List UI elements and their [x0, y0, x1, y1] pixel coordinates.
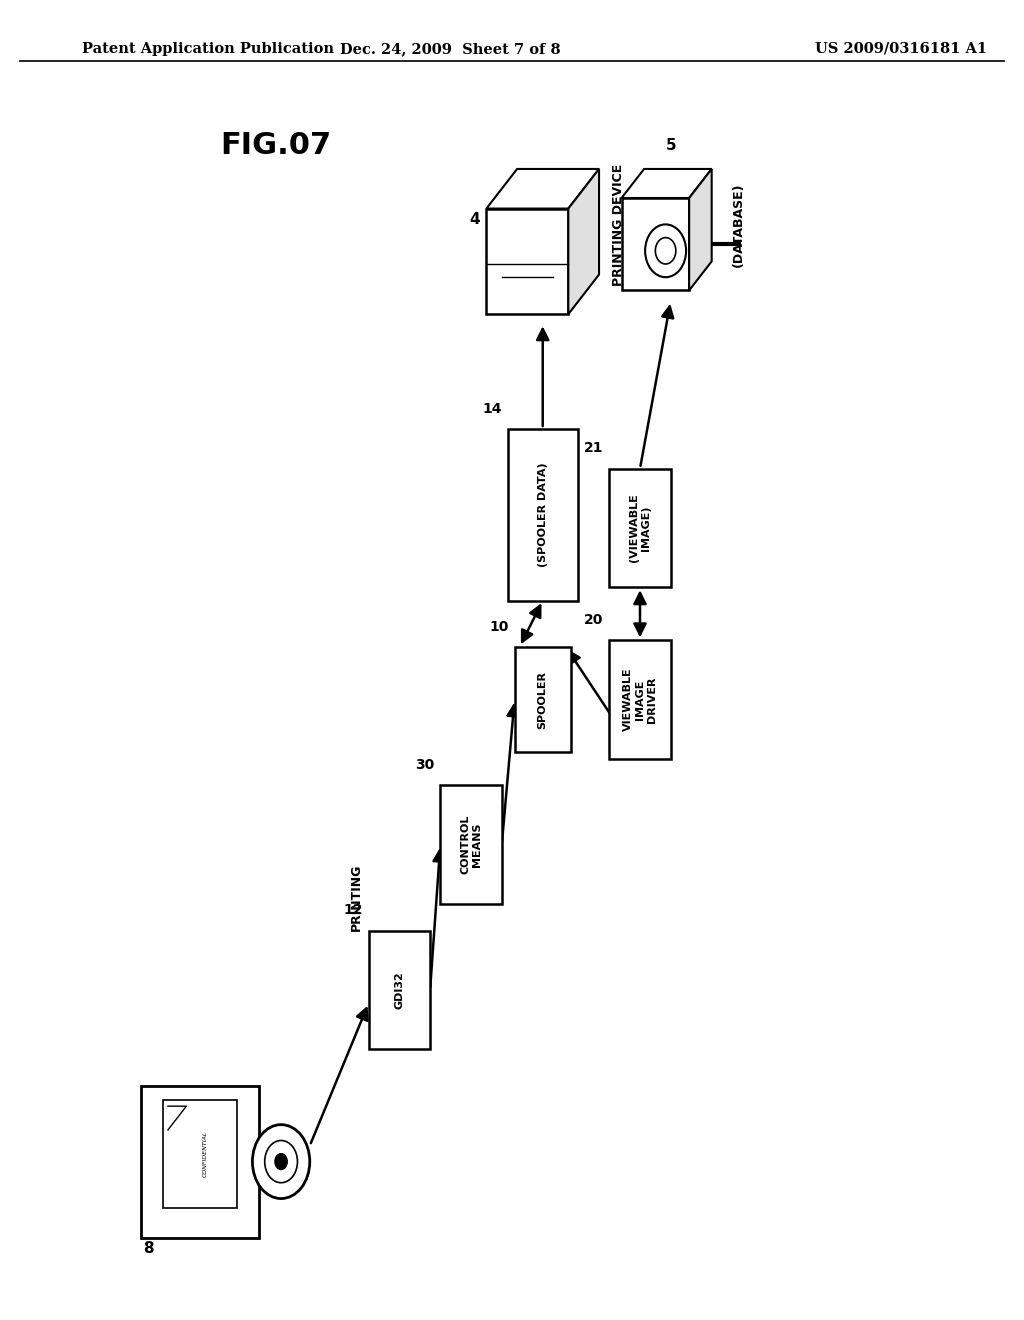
- Circle shape: [645, 224, 686, 277]
- Text: FIG.07: FIG.07: [220, 131, 332, 160]
- Text: US 2009/0316181 A1: US 2009/0316181 A1: [815, 42, 987, 55]
- FancyBboxPatch shape: [515, 647, 571, 752]
- Circle shape: [655, 238, 676, 264]
- Text: (DATABASE): (DATABASE): [732, 182, 745, 267]
- FancyBboxPatch shape: [163, 1100, 237, 1208]
- Text: 30: 30: [415, 758, 434, 772]
- FancyBboxPatch shape: [609, 469, 671, 587]
- Polygon shape: [486, 209, 568, 314]
- FancyBboxPatch shape: [508, 429, 578, 601]
- Text: Dec. 24, 2009  Sheet 7 of 8: Dec. 24, 2009 Sheet 7 of 8: [340, 42, 561, 55]
- Text: PRINTING: PRINTING: [350, 863, 362, 931]
- FancyBboxPatch shape: [609, 640, 671, 759]
- Text: (VIEWABLE
IMAGE): (VIEWABLE IMAGE): [629, 494, 651, 562]
- Text: VIEWABLE
IMAGE
DRIVER: VIEWABLE IMAGE DRIVER: [624, 668, 656, 731]
- Text: 14: 14: [482, 401, 502, 416]
- Polygon shape: [568, 169, 599, 314]
- Polygon shape: [622, 169, 712, 198]
- Polygon shape: [622, 198, 689, 290]
- Text: 4: 4: [469, 213, 479, 227]
- Text: PRINTING DEVICE: PRINTING DEVICE: [612, 164, 626, 285]
- FancyBboxPatch shape: [440, 785, 502, 904]
- Text: (SPOOLER DATA): (SPOOLER DATA): [538, 462, 548, 568]
- Text: 20: 20: [584, 612, 603, 627]
- Circle shape: [264, 1140, 298, 1183]
- Text: Patent Application Publication: Patent Application Publication: [82, 42, 334, 55]
- Text: 8: 8: [143, 1241, 154, 1257]
- Text: 12: 12: [343, 903, 362, 917]
- Text: CONFIDENTIAL: CONFIDENTIAL: [203, 1130, 207, 1177]
- Text: 21: 21: [584, 441, 603, 455]
- Circle shape: [253, 1125, 310, 1199]
- FancyBboxPatch shape: [369, 931, 430, 1049]
- FancyBboxPatch shape: [141, 1085, 258, 1238]
- Text: 10: 10: [489, 619, 509, 634]
- Polygon shape: [689, 169, 712, 290]
- Text: CONTROL
MEANS: CONTROL MEANS: [460, 816, 482, 874]
- Text: 5: 5: [666, 139, 676, 153]
- Polygon shape: [486, 169, 599, 209]
- Text: GDI32: GDI32: [394, 972, 404, 1008]
- Text: SPOOLER: SPOOLER: [538, 671, 548, 729]
- Circle shape: [274, 1154, 287, 1170]
